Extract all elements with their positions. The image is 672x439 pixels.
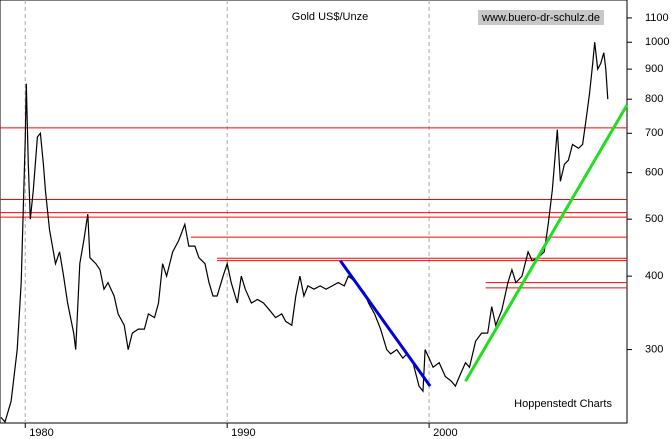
- chart-title: Gold US$/Unze: [292, 11, 368, 23]
- y-tick-label: 300: [645, 343, 663, 355]
- y-tick-label: 900: [645, 63, 663, 75]
- y-tick-label: 600: [645, 167, 663, 179]
- y-tick-label: 1000: [645, 36, 669, 48]
- source: www.buero-dr-schulz.de: [481, 12, 600, 24]
- plot-area: [0, 0, 628, 424]
- trend-line: [464, 104, 629, 382]
- x-tick-label: 1980: [29, 427, 53, 439]
- y-tick-label: 400: [645, 270, 663, 282]
- y-tick-label: 500: [645, 213, 663, 225]
- y-tick-label: 1100: [645, 12, 669, 24]
- source-background: [478, 10, 604, 25]
- credit: Hoppenstedt Charts: [514, 398, 612, 410]
- y-tick-label: 700: [645, 127, 663, 139]
- x-tick-label: 1990: [231, 427, 255, 439]
- x-tick-label: 2000: [433, 427, 457, 439]
- price-line: [0, 42, 609, 424]
- trend-line: [339, 259, 432, 387]
- y-tick-label: 800: [645, 93, 663, 105]
